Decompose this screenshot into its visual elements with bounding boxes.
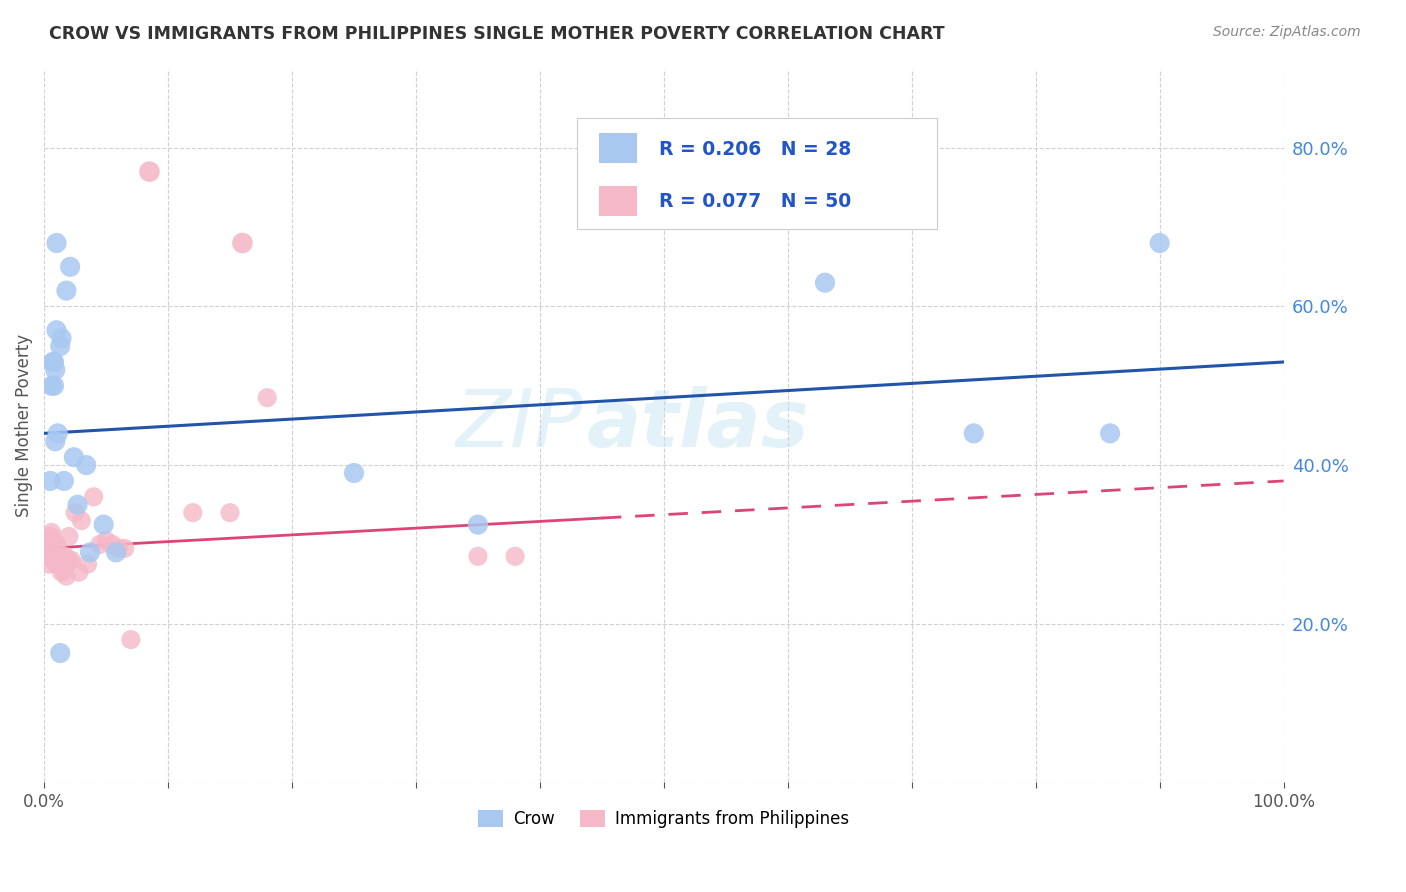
Point [44,434,66,449]
Point [38,549,60,564]
Point [114,541,136,556]
Point [35,537,58,551]
Point [89,537,111,551]
Point [37,545,59,559]
Text: ZIP: ZIP [456,386,583,465]
Point [343,466,366,480]
Point [44,363,66,377]
Text: R = 0.077   N = 50: R = 0.077 N = 50 [659,192,851,211]
Point [83,490,105,504]
Point [105,545,128,559]
Point [76,558,98,572]
Point [44,553,66,567]
FancyBboxPatch shape [599,186,637,216]
Point [41,378,63,392]
Point [45,323,67,337]
Point [59,260,82,274]
Point [60,553,83,567]
Point [45,558,67,572]
Point [49,549,72,564]
Point [58,553,80,567]
Point [46,426,69,441]
Point [1099,426,1122,441]
Point [41,525,63,540]
Point [37,537,59,551]
Point [55,569,77,583]
Point [467,549,489,564]
Text: R = 0.206   N = 28: R = 0.206 N = 28 [659,140,851,159]
Point [35,537,58,551]
Point [42,378,65,392]
Point [51,565,73,579]
Point [39,474,62,488]
Point [181,506,204,520]
Point [93,517,115,532]
Point [45,549,67,564]
Point [38,545,60,559]
Point [107,541,129,556]
Point [42,355,65,369]
Point [37,549,59,564]
Point [120,632,142,647]
Point [67,565,90,579]
Point [66,498,89,512]
Point [39,529,62,543]
Point [70,514,93,528]
Point [42,533,65,548]
Point [58,529,80,543]
Point [79,545,101,559]
Point [56,553,79,567]
Point [45,235,67,250]
Point [35,549,58,564]
Point [52,561,75,575]
Point [39,545,62,559]
FancyBboxPatch shape [599,133,637,162]
Point [75,458,97,472]
Point [63,506,86,520]
Point [814,276,837,290]
Point [219,506,242,520]
Point [49,646,72,660]
Point [42,553,65,567]
Point [101,537,124,551]
Legend: Crow, Immigrants from Philippines: Crow, Immigrants from Philippines [472,803,856,835]
Text: CROW VS IMMIGRANTS FROM PHILIPPINES SINGLE MOTHER POVERTY CORRELATION CHART: CROW VS IMMIGRANTS FROM PHILIPPINES SING… [49,25,945,43]
Point [256,391,278,405]
Point [39,537,62,551]
Point [138,164,160,178]
Point [963,426,986,441]
Point [1149,235,1171,250]
Text: atlas: atlas [588,386,810,465]
Point [38,558,60,572]
FancyBboxPatch shape [576,119,936,229]
Point [37,549,59,564]
Point [41,545,63,559]
Point [51,331,73,345]
Point [94,533,117,548]
Point [467,517,489,532]
Point [42,541,65,556]
Y-axis label: Single Mother Poverty: Single Mother Poverty [15,334,32,517]
Point [42,355,65,369]
Point [63,450,86,465]
Point [52,474,75,488]
Point [503,549,526,564]
Point [38,533,60,548]
Point [55,284,77,298]
Point [53,549,76,564]
Point [231,235,253,250]
Text: Source: ZipAtlas.com: Source: ZipAtlas.com [1213,25,1361,39]
Point [45,537,67,551]
Point [52,561,75,575]
Point [49,339,72,353]
Point [48,553,70,567]
